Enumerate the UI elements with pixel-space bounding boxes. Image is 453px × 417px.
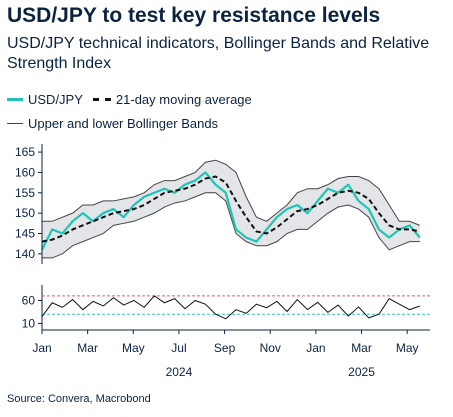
x-tick-label: May (122, 341, 145, 355)
legend-usdjpy-label: USD/JPY (28, 92, 83, 107)
legend-ma: 21-day moving average (92, 92, 252, 107)
chart-title: USD/JPY to test key resistance levels (7, 4, 381, 27)
rsi-tick-label: 60 (22, 293, 36, 307)
x-year-label: 2024 (166, 365, 193, 379)
rsi-panel: 10 60 (22, 285, 430, 330)
legend-row-1: USD/JPY 21-day moving average (7, 92, 262, 107)
legend-ma-swatch (92, 98, 111, 101)
x-tick-label: Nov (260, 341, 281, 355)
y-tick-label: 140 (15, 247, 35, 261)
y-tick-label: 150 (15, 206, 35, 220)
y-tick-label: 155 (15, 186, 35, 200)
x-tick-label: Sep (214, 341, 236, 355)
x-tick-label: Mar (77, 341, 98, 355)
x-tick-label: Jul (171, 341, 186, 355)
chart-subtitle: USD/JPY technical indicators, Bollinger … (7, 35, 430, 72)
legend-usdjpy: USD/JPY (7, 92, 83, 107)
rsi-line (41, 295, 420, 320)
upper-band-line (42, 159, 420, 226)
legend-bands: Upper and lower Bollinger Bands (7, 116, 218, 131)
legend-bands-label: Upper and lower Bollinger Bands (28, 116, 219, 131)
lower-band-line (42, 192, 420, 259)
legend-row-2: Upper and lower Bollinger Bands (7, 116, 228, 131)
y-tick-label: 160 (15, 165, 35, 179)
x-year-label: 2025 (348, 365, 375, 379)
price-panel: 140 145 150 155 160 165 (15, 144, 421, 264)
legend-ma-label: 21-day moving average (115, 92, 252, 107)
rsi-tick-label: 10 (22, 316, 36, 330)
moving-average-line (41, 175, 420, 243)
x-tick-label: Jan (32, 341, 51, 355)
x-tick-label: Mar (351, 341, 372, 355)
y-tick-label: 165 (15, 145, 35, 159)
x-tick-label: Jan (306, 341, 325, 355)
x-tick-label: May (396, 341, 419, 355)
source-note: Source: Convera, Macrobond (7, 393, 151, 405)
usdjpy-line (41, 171, 421, 251)
legend-usdjpy-swatch (7, 98, 23, 101)
y-tick-label: 145 (15, 227, 35, 241)
legend-bands-swatch (7, 123, 23, 124)
x-axis: Jan Mar May Jul Sep Nov Jan Mar May 2024 2025 (32, 329, 430, 379)
